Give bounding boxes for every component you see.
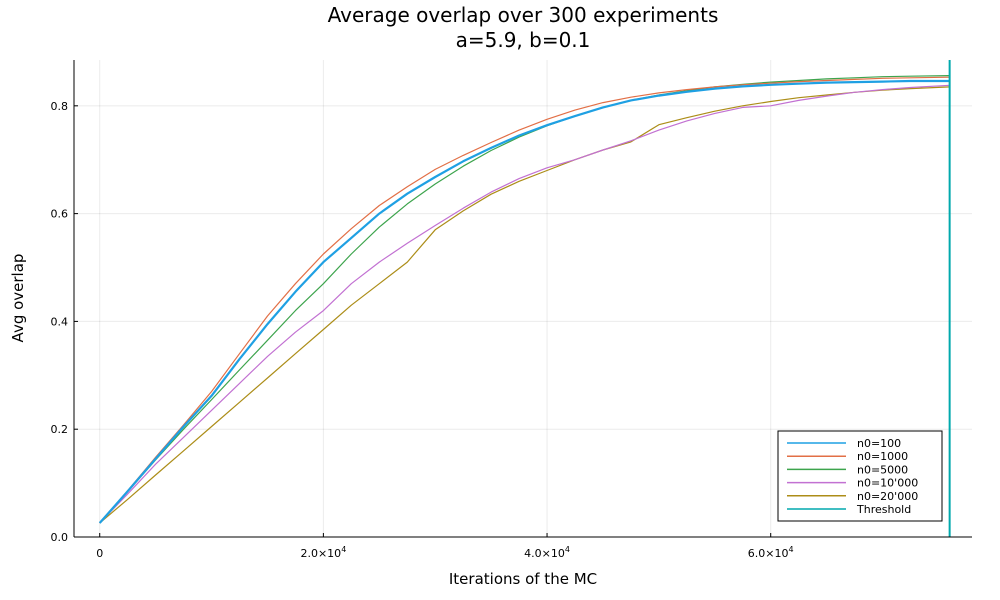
plot-series xyxy=(98,60,951,537)
x-tick-exponent: 4 xyxy=(789,545,794,554)
series-line-3 xyxy=(99,84,950,524)
x-tick-label: 6.0×104 xyxy=(748,545,794,560)
legend-label: Threshold xyxy=(856,503,911,516)
y-tick-label: 0.2 xyxy=(51,423,69,436)
legend-label: n0=1000 xyxy=(857,450,908,463)
x-tick-mantissa: 0 xyxy=(96,547,103,560)
x-tick-label: 2.0×104 xyxy=(300,545,346,560)
chart-subtitle: a=5.9, b=0.1 xyxy=(456,28,591,52)
legend-label: n0=20'000 xyxy=(857,490,918,503)
x-tick-exponent: 4 xyxy=(565,545,570,554)
y-axis-label: Avg overlap xyxy=(9,254,27,343)
tick-labels: 0.00.20.40.60.80 2.0×104 4.0×104 6.0×104 xyxy=(51,100,794,560)
x-tick-label: 4.0×104 xyxy=(524,545,570,560)
legend: n0=100n0=1000n0=5000n0=10'000n0=20'000Th… xyxy=(777,430,943,522)
series-line-4 xyxy=(99,86,950,524)
series-line-1 xyxy=(99,76,950,524)
y-tick-label: 0.0 xyxy=(51,531,69,544)
legend-label: n0=10'000 xyxy=(857,477,918,490)
y-tick-label: 0.8 xyxy=(51,100,69,113)
x-tick-mantissa: 4.0×10 xyxy=(524,547,565,560)
series-line-2 xyxy=(99,75,950,524)
y-tick-label: 0.6 xyxy=(51,208,69,221)
series-line-0 xyxy=(98,79,950,524)
x-axis-label: Iterations of the MC xyxy=(449,570,597,588)
legend-box xyxy=(777,430,943,522)
axes xyxy=(73,60,972,538)
x-tick-exponent: 4 xyxy=(341,545,346,554)
x-tick-mantissa: 6.0×10 xyxy=(748,547,789,560)
legend-label: n0=100 xyxy=(857,437,901,450)
x-tick-mantissa: 2.0×10 xyxy=(300,547,341,560)
chart-title: Average overlap over 300 experiments xyxy=(328,3,719,27)
y-tick-label: 0.4 xyxy=(51,315,69,328)
x-tick-label: 0 xyxy=(96,547,103,560)
legend-label: n0=5000 xyxy=(857,463,908,476)
